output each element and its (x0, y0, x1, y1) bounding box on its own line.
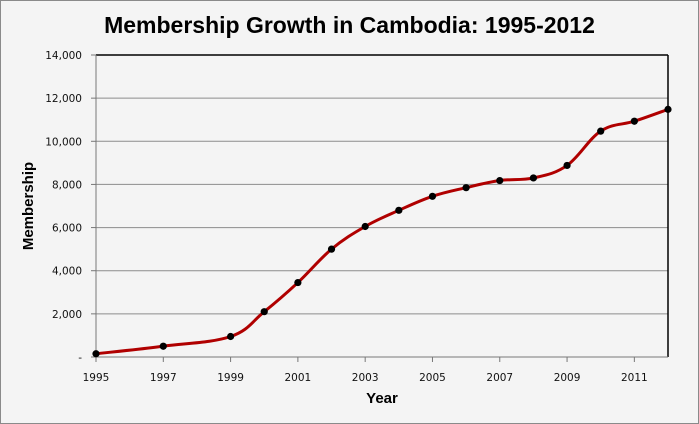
data-point (395, 206, 403, 214)
data-point (529, 174, 538, 182)
data-point (428, 192, 437, 200)
data-point (159, 342, 167, 350)
x-tick-label: 2011 (621, 372, 648, 384)
x-tick-label: 2007 (486, 372, 513, 384)
data-point (92, 350, 100, 358)
chart-title: Membership Growth in Cambodia: 1995-2012 (104, 12, 595, 38)
y-tick-label: 10,000 (45, 136, 82, 148)
data-point (226, 332, 235, 341)
y-tick-label: 2,000 (52, 309, 82, 321)
y-tick-label: 4,000 (52, 266, 82, 278)
data-point (260, 308, 268, 316)
x-tick-label: 2001 (285, 372, 312, 384)
y-tick-label: 8,000 (52, 179, 82, 191)
x-tick-label: 1999 (217, 372, 244, 384)
y-axis-title: Membership (20, 162, 37, 250)
y-axis-ticks: - 2,000 4,000 6,000 8,000 10,000 12,000 14,000 (45, 50, 96, 364)
x-axis-ticks: 1995 1997 1999 2001 2003 2005 2007 2009 2011 (83, 357, 648, 384)
x-tick-label: 1995 (83, 372, 110, 384)
gridlines (95, 54, 669, 358)
data-point (496, 176, 504, 185)
x-tick-label: 2009 (554, 372, 581, 384)
x-tick-label: 1997 (150, 372, 177, 384)
x-tick-label: 2003 (352, 372, 379, 384)
data-point (664, 105, 672, 113)
data-point-markers (92, 105, 672, 358)
data-point (294, 278, 302, 287)
y-tick-label: 12,000 (45, 93, 82, 105)
y-tick-label: 14,000 (45, 50, 82, 62)
data-point (361, 222, 369, 231)
membership-line (95, 107, 669, 356)
data-point (327, 245, 336, 253)
data-point (597, 127, 605, 135)
x-axis-title: Year (366, 390, 398, 407)
data-point (462, 184, 470, 192)
y-tick-label: - (78, 352, 82, 364)
data-point (563, 161, 571, 170)
x-tick-label: 2005 (419, 372, 446, 384)
data-point (630, 117, 638, 125)
y-tick-label: 6,000 (52, 223, 82, 235)
